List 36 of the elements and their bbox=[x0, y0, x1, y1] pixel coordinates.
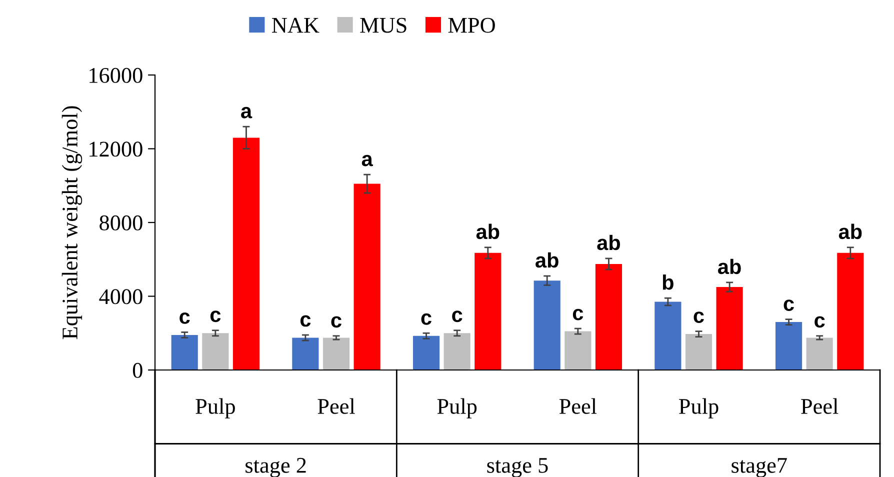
data-label: c bbox=[572, 308, 584, 320]
data-label: c bbox=[421, 313, 432, 325]
data-label: ab bbox=[536, 252, 558, 268]
x-tick-label: Peel bbox=[801, 398, 838, 414]
data-label: c bbox=[210, 310, 221, 322]
y-tick-label: 8000 bbox=[100, 215, 142, 230]
legend-label: NAK bbox=[272, 18, 320, 33]
text: stage7 bbox=[732, 458, 787, 477]
data-label: c bbox=[180, 312, 190, 324]
legend-label: MPO bbox=[448, 18, 495, 33]
data-label: ab bbox=[476, 224, 500, 240]
data-label: ab bbox=[597, 234, 620, 250]
y-tick-label: 12000 bbox=[90, 142, 142, 157]
data-label: a bbox=[362, 154, 373, 166]
y-tick-label: 0 bbox=[132, 362, 142, 378]
data-label: c bbox=[814, 316, 825, 328]
data-label: c bbox=[331, 316, 342, 328]
data-label: ab bbox=[838, 224, 862, 240]
y-tick-label: 4000 bbox=[99, 289, 142, 304]
text: stage 2 bbox=[246, 458, 306, 477]
x-tick-label: Pulp bbox=[437, 398, 477, 418]
y-tick-label: 16000 bbox=[90, 68, 142, 83]
data-label: c bbox=[784, 300, 794, 312]
y-axis-title: Equivalent weight (g/mol) bbox=[62, 106, 82, 340]
x-tick-label: Pulp bbox=[679, 398, 718, 418]
data-label: a bbox=[241, 106, 252, 118]
data-label: b bbox=[662, 274, 674, 290]
x-tick-label: Pulp bbox=[196, 398, 235, 418]
data-label: c bbox=[694, 312, 704, 323]
x-tick-label: Peel bbox=[318, 398, 355, 414]
text: stage 5 bbox=[487, 458, 548, 477]
data-label: c bbox=[452, 310, 462, 322]
legend-label: MUS bbox=[360, 18, 406, 33]
x-tick-label: Peel bbox=[559, 398, 597, 414]
data-label: ab bbox=[718, 258, 741, 274]
data-label: c bbox=[300, 315, 311, 327]
